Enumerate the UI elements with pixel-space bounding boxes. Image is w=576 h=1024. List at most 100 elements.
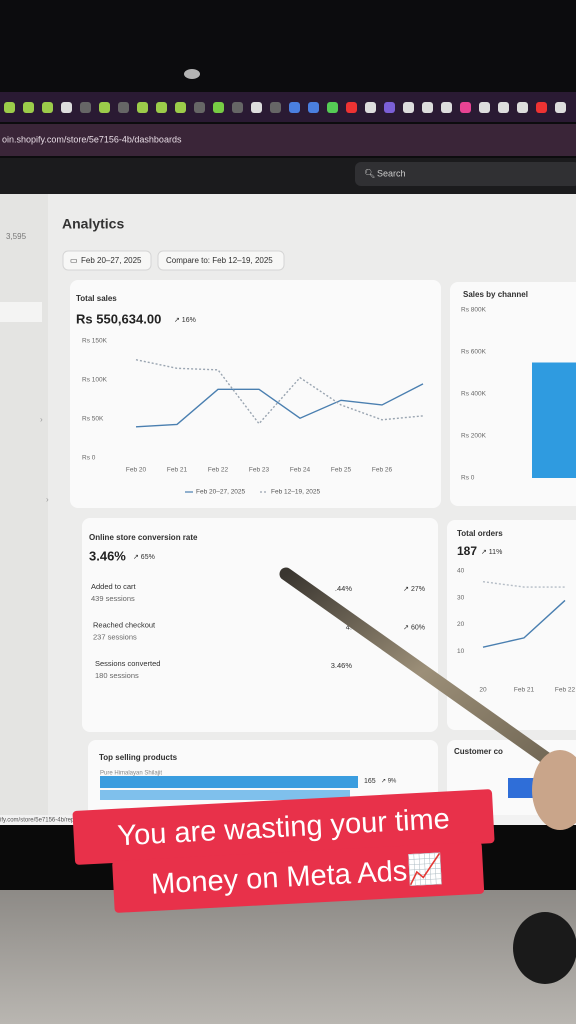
url: oin.shopify.com/store/5e7156-4b/dashboar… (2, 134, 182, 144)
card (82, 518, 438, 732)
metric: 3.46% (89, 548, 126, 563)
x-tick-label: Feb 22 (555, 687, 576, 694)
series-line (482, 599, 566, 648)
caption-box (112, 841, 485, 913)
product-name: Pure Himalayan Shilajit (100, 771, 162, 777)
x-tick-label: Feb 20 (126, 467, 147, 474)
tab-icon[interactable] (441, 102, 452, 113)
tab-icon[interactable] (498, 102, 509, 113)
x-tick-label: Feb 22 (208, 467, 229, 474)
row-label: Sessions converted (95, 659, 160, 668)
search-icon: 🔍︎ (364, 168, 375, 178)
metric-change: ↗ 11% (481, 549, 502, 556)
tab-icon[interactable] (137, 102, 148, 113)
row-rate: 4. (346, 622, 352, 631)
y-tick-label: Rs 600K (461, 349, 487, 356)
tab-icon[interactable] (403, 102, 414, 113)
y-tick-label: 40 (457, 568, 465, 575)
row-sessions: 180 sessions (95, 671, 139, 680)
series-line (135, 359, 424, 425)
row-change: ↗ 60% (403, 624, 425, 631)
hand (532, 750, 576, 830)
row-rate: 3.46% (331, 661, 353, 670)
calendar-icon: ▭ (70, 256, 78, 265)
row-label: Reached checkout (93, 620, 156, 629)
tab-icon[interactable] (460, 102, 471, 113)
tab-icon[interactable] (327, 102, 338, 113)
pen (279, 567, 567, 775)
tab-icon[interactable] (536, 102, 547, 113)
x-tick-label: 20 (479, 687, 487, 694)
metric: Rs 550,634.00 (76, 311, 161, 326)
chevron: › (40, 415, 43, 424)
tab-icons (4, 102, 566, 113)
sidebar-item[interactable] (0, 302, 42, 322)
tab-icon[interactable] (80, 102, 91, 113)
compare-range: Compare to: Feb 12–19, 2025 (166, 256, 273, 265)
metric-change: ↗ 16% (174, 317, 196, 324)
card-title: Sales by channel (463, 290, 528, 299)
legend-label: Feb 20–27, 2025 (196, 489, 246, 496)
card-title: Customer co (454, 747, 503, 756)
series-line (135, 383, 424, 428)
tab-icon[interactable] (308, 102, 319, 113)
tab-icon[interactable] (175, 102, 186, 113)
tab-icon[interactable] (4, 102, 15, 113)
search-box[interactable] (355, 162, 576, 186)
compare-button[interactable] (157, 250, 285, 271)
status-url: ify.com/store/5e7156-4b/reports/sessions… (0, 818, 124, 824)
y-tick-label: 10 (457, 648, 465, 655)
row-sessions: 439 sessions (91, 594, 135, 603)
bar (532, 362, 576, 478)
tab-icon[interactable] (23, 102, 34, 113)
tab-icon[interactable] (365, 102, 376, 113)
tab-icon[interactable] (194, 102, 205, 113)
tab-icon[interactable] (156, 102, 167, 113)
row-change: ↗ 27% (403, 586, 425, 593)
row-sessions: 237 sessions (93, 632, 137, 641)
product-change: ↗ 9% (381, 779, 397, 785)
tab-icon[interactable] (61, 102, 72, 113)
date-range: Feb 20–27, 2025 (81, 256, 142, 265)
card-title: Online store conversion rate (89, 533, 198, 542)
y-tick-label: Rs 100K (82, 377, 108, 384)
x-tick-label: Feb 25 (331, 467, 352, 474)
logo (513, 912, 576, 984)
product-value: 165 (364, 778, 376, 785)
card-title: Total orders (457, 529, 503, 538)
metric: 187 (457, 544, 477, 558)
x-tick-label: Feb 24 (290, 467, 311, 474)
tab-icon[interactable] (118, 102, 129, 113)
tab-icon[interactable] (517, 102, 528, 113)
tab-icon[interactable] (289, 102, 300, 113)
tab-icon[interactable] (555, 102, 566, 113)
tab-icon[interactable] (479, 102, 490, 113)
series-line (482, 581, 565, 588)
tab-icon[interactable] (99, 102, 110, 113)
tab-icon[interactable] (42, 102, 53, 113)
x-tick-label: Feb 23 (249, 467, 270, 474)
tab-icon[interactable] (270, 102, 281, 113)
tab-icon[interactable] (213, 102, 224, 113)
chevron: › (46, 495, 49, 504)
metric-change: ↗ 65% (133, 554, 155, 561)
tab-icon[interactable] (251, 102, 262, 113)
y-tick-label: Rs 800K (461, 307, 487, 314)
address-bar (0, 124, 576, 156)
card (447, 520, 576, 730)
row-label: Added to cart (91, 582, 137, 591)
sidebar-count: 3,595 (6, 232, 27, 241)
date-button[interactable] (62, 250, 152, 271)
card-title: Total sales (76, 294, 117, 303)
tab-icon[interactable] (346, 102, 357, 113)
tab-icon[interactable] (422, 102, 433, 113)
y-tick-label: 20 (457, 621, 465, 628)
x-tick-label: Feb 26 (372, 467, 393, 474)
sidebar (0, 194, 48, 819)
tab-icon[interactable] (232, 102, 243, 113)
caption: You are wasting your time Money on Meta … (72, 789, 495, 913)
tab-icon[interactable] (384, 102, 395, 113)
card-title: Top selling products (99, 753, 178, 762)
